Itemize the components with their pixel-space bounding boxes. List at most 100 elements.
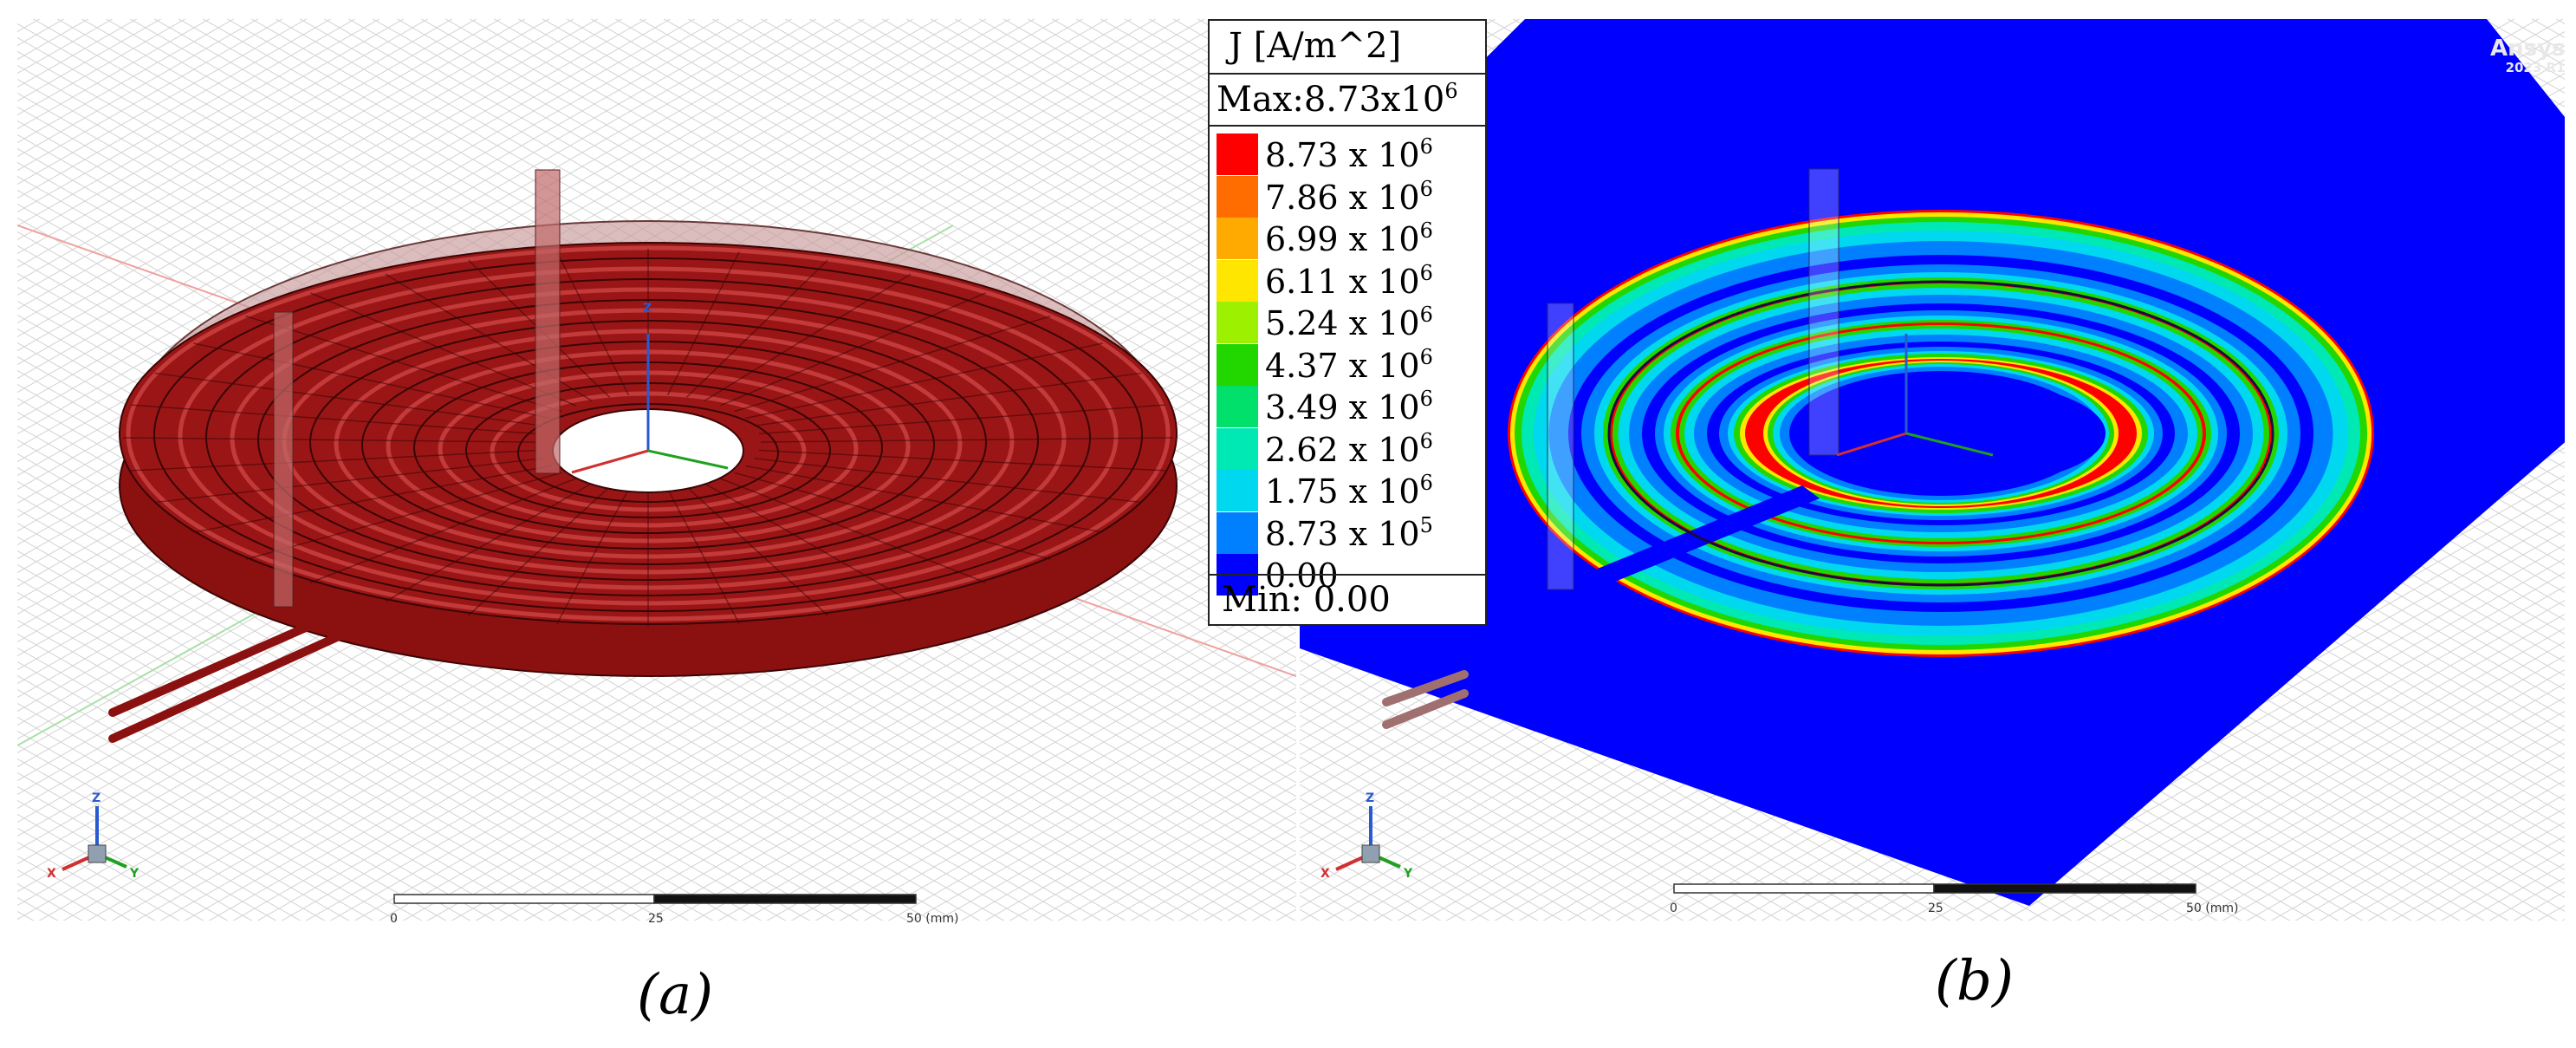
coil-strand-edge xyxy=(704,482,912,602)
legend-max-text: Max:8.73x10 xyxy=(1217,80,1445,120)
legend-swatch xyxy=(1217,511,1258,554)
legend-mantissa: 6.99 x 10 xyxy=(1265,220,1420,258)
scale-a-50: 50 (mm) xyxy=(906,912,958,926)
ansys-name: Ansys xyxy=(2490,36,2566,62)
legend-exponent: 6 xyxy=(1419,387,1433,411)
legend-exponent: 5 xyxy=(1419,512,1433,537)
legend-swatch xyxy=(1217,218,1258,259)
coil-strand-edge xyxy=(704,273,912,402)
coil-strand-edge xyxy=(385,482,593,602)
legend-label: 1.75 x 106 xyxy=(1265,472,1433,511)
coil-strand-edge xyxy=(666,488,740,625)
scale-b-0: 0 xyxy=(1670,902,1677,915)
legend-entry: 2.62 x 106 xyxy=(1217,427,1482,470)
coil-strand-edge xyxy=(154,458,542,504)
scale-b-50: 50 (mm) xyxy=(2186,902,2238,915)
caption-a: (a) xyxy=(637,963,714,1027)
scale-a-0: 0 xyxy=(390,912,398,926)
coil-strand-edge xyxy=(310,292,576,407)
coil-strand-edge xyxy=(154,372,542,426)
legend-entry: 8.73 x 106 xyxy=(1217,133,1482,175)
coil-strand-edge xyxy=(131,449,538,472)
legend-exponent: 6 xyxy=(1419,260,1433,285)
legend-entry: 3.49 x 106 xyxy=(1217,386,1482,427)
legend-swatch xyxy=(1217,259,1258,302)
triad-x-a: X xyxy=(47,867,56,881)
legend-exponent: 6 xyxy=(1419,176,1433,201)
legend-exponent: 6 xyxy=(1419,303,1433,327)
legend-label: 6.99 x 106 xyxy=(1265,219,1433,259)
axis-triad-a: Z X Y xyxy=(47,791,140,881)
legend-entry: 4.37 x 106 xyxy=(1217,343,1482,386)
legend-min: Min: 0.00 xyxy=(1210,574,1485,624)
coil-strand-edge xyxy=(122,437,536,443)
coil-strand-edge xyxy=(758,449,1165,472)
legend-mantissa: 2.62 x 10 xyxy=(1265,430,1420,469)
legend-mantissa: 3.49 x 10 xyxy=(1265,388,1420,426)
coil-strand-edge xyxy=(754,458,1142,504)
legend-mantissa: 7.86 x 10 xyxy=(1265,178,1420,217)
coil-strand-edge xyxy=(193,342,551,420)
legend-title: J [A/m^2] xyxy=(1210,21,1485,75)
coil-strand-edge xyxy=(720,478,986,583)
coil-strand-edge xyxy=(685,486,828,616)
color-legend: J [A/m^2] Max:8.73x106 8.73 x 106 7.86 x … xyxy=(1208,19,1487,626)
axis-z-label-a: Z xyxy=(643,302,652,316)
plate-center-region xyxy=(1828,381,2106,485)
legend-max: Max:8.73x106 xyxy=(1210,75,1485,127)
scale-bar-b: 0 25 50 (mm) xyxy=(1670,883,2238,915)
coil-strand-edge xyxy=(685,259,828,398)
legend-mantissa: 5.24 x 10 xyxy=(1265,304,1420,342)
legend-exponent: 6 xyxy=(1419,428,1433,453)
legend-entry: 6.99 x 106 xyxy=(1217,218,1482,259)
legend-exponent: 6 xyxy=(1419,218,1433,243)
legend-mantissa: 8.73 x 10 xyxy=(1265,514,1420,553)
coil-model-a: Z xyxy=(108,169,1178,743)
legend-mantissa: 1.75 x 10 xyxy=(1265,472,1420,511)
spiral-gap xyxy=(1525,485,1820,611)
coil-strand-edge xyxy=(666,251,740,396)
legend-entry: 0.00 xyxy=(1217,554,1482,596)
legend-swatch xyxy=(1217,133,1258,175)
axis-triad-b: Z X Y xyxy=(1320,791,1413,881)
terminal-post-b1 xyxy=(1808,168,1840,456)
triad-z-a: Z xyxy=(92,791,101,805)
coil-strand-edge xyxy=(556,251,630,396)
legend-exponent: 6 xyxy=(1419,344,1433,369)
legend-entry: 7.86 x 106 xyxy=(1217,175,1482,218)
legend-swatch xyxy=(1217,427,1258,470)
caption-b: (b) xyxy=(1935,949,2014,1013)
legend-label: 8.73 x 105 xyxy=(1265,514,1433,554)
legend-label: 8.73 x 106 xyxy=(1265,135,1433,175)
coil-strand-edge xyxy=(468,486,611,616)
coil-strand-edge xyxy=(245,472,562,560)
triad-y-a: Y xyxy=(129,867,140,881)
legend-mantissa: 8.73 x 10 xyxy=(1265,136,1420,174)
legend-entry: 6.11 x 106 xyxy=(1217,259,1482,302)
legend-label: 0.00 xyxy=(1265,556,1339,596)
legend-mantissa: 6.11 x 10 xyxy=(1265,262,1420,301)
legend-entry: 1.75 x 106 xyxy=(1217,470,1482,511)
legend-exponent: 6 xyxy=(1419,471,1433,495)
coil-strand-edge xyxy=(131,404,538,435)
legend-swatch xyxy=(1217,386,1258,427)
legend-mantissa: 4.37 x 10 xyxy=(1265,346,1420,385)
triad-z-b: Z xyxy=(1366,791,1374,805)
terminal-post-2 xyxy=(273,311,294,608)
legend-max-exp: 6 xyxy=(1444,79,1458,103)
coil-strand-edge xyxy=(758,404,1165,435)
legend-swatch xyxy=(1217,470,1258,511)
legend-swatch xyxy=(1217,343,1258,386)
legend-entry: 8.73 x 105 xyxy=(1217,511,1482,554)
coil-strand-edge xyxy=(193,465,551,533)
legend-label: 2.62 x 106 xyxy=(1265,430,1433,470)
legend-swatch xyxy=(1217,175,1258,218)
legend-label: 5.24 x 106 xyxy=(1265,303,1433,343)
legend-label: 3.49 x 106 xyxy=(1265,387,1433,427)
ansys-version: 2023 R1 xyxy=(2505,60,2566,75)
terminal-post-b2 xyxy=(1547,303,1574,590)
triad-y-b: Y xyxy=(1403,867,1413,881)
legend-mantissa: 0.00 xyxy=(1265,557,1339,595)
coil-strand-edge xyxy=(760,437,1174,443)
